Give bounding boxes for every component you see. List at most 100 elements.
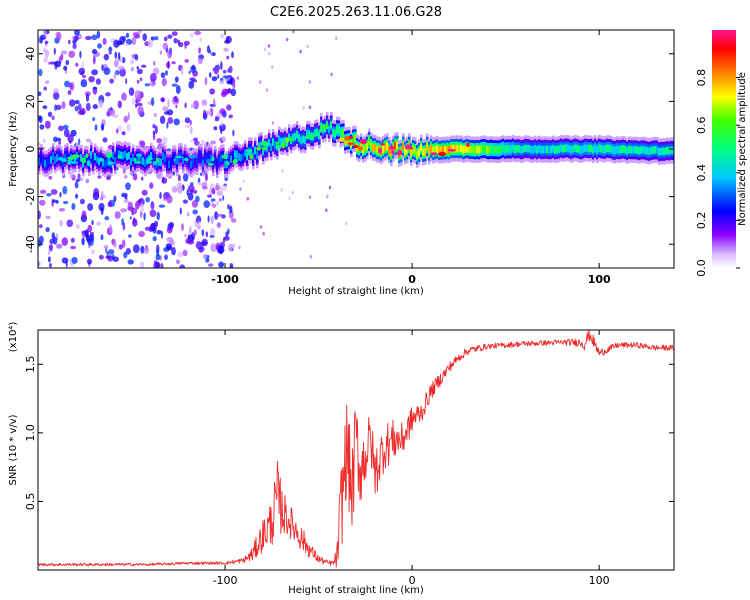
noise-speckle: [164, 254, 168, 260]
ridge-cell: [106, 158, 109, 167]
ridge-cell: [172, 154, 175, 163]
ridge-cell: [244, 149, 247, 157]
ridge-cell: [302, 135, 305, 144]
noise-speckle: [192, 190, 198, 194]
noise-speckle: [158, 204, 166, 208]
ridge-cell: [162, 152, 165, 160]
ridge-cell: [588, 144, 591, 153]
noise-speckle: [167, 49, 173, 59]
noise-speckle: [171, 83, 178, 87]
noise-speckle: [129, 59, 135, 65]
ridge-cell: [652, 146, 655, 154]
noise-speckle: [40, 189, 47, 194]
noise-speckle: [53, 88, 59, 93]
noise-speckle: [140, 245, 145, 254]
noise-speckle: [44, 30, 47, 37]
noise-speckle: [107, 254, 113, 262]
noise-speckle: [95, 78, 101, 85]
noise-speckle: [167, 117, 174, 124]
ridge-cell: [254, 146, 257, 155]
noise-speckle: [75, 62, 79, 67]
noise-speckle: [140, 176, 144, 181]
noise-speckle: [176, 182, 182, 190]
ridge-cell: [164, 154, 167, 163]
ridge-cell: [330, 121, 333, 129]
noise-speckle: [150, 73, 157, 82]
noise-speckle: [209, 186, 212, 196]
noise-speckle: [90, 249, 95, 255]
noise-speckle: [195, 195, 200, 203]
ridge-cell: [56, 154, 59, 162]
noise-speckle: [302, 106, 305, 110]
noise-speckle: [55, 104, 62, 111]
noise-speckle: [209, 140, 217, 145]
ridge-cell: [636, 146, 639, 154]
noise-speckle: [137, 199, 142, 203]
noise-speckle: [113, 241, 117, 248]
noise-speckle: [108, 46, 113, 53]
ridge-cell: [114, 157, 117, 165]
noise-speckle: [232, 129, 235, 137]
ridge-cell: [402, 142, 405, 150]
ridge-cell: [228, 157, 231, 165]
noise-speckle: [259, 80, 262, 84]
noise-speckle: [163, 195, 167, 202]
y-tick-label: 0: [24, 146, 37, 153]
ridge-cell: [50, 156, 53, 164]
noise-speckle: [38, 261, 41, 267]
ridge-cell: [396, 141, 399, 150]
noise-speckle: [78, 138, 81, 146]
ridge-cell: [48, 157, 51, 166]
noise-speckle: [44, 40, 49, 45]
ridge-blob: [391, 150, 395, 155]
noise-speckle: [62, 186, 68, 195]
colorbar-tick-label: 0.2: [695, 212, 708, 230]
noise-speckle: [74, 105, 79, 112]
noise-speckle: [113, 195, 117, 203]
x-tick-label: 0: [408, 273, 416, 286]
noise-speckle: [38, 115, 43, 124]
ridge-cell: [130, 157, 133, 166]
noise-speckle: [150, 222, 156, 232]
noise-speckle: [308, 105, 311, 110]
noise-speckle: [72, 43, 77, 50]
ridge-blob: [67, 159, 72, 166]
ridge-cell: [280, 137, 283, 146]
ridge-cell: [620, 145, 623, 154]
noise-speckle: [197, 57, 203, 64]
ridge-cell: [658, 148, 661, 156]
noise-speckle: [123, 199, 129, 204]
noise-speckle: [44, 120, 51, 129]
noise-speckle: [67, 90, 72, 95]
noise-speckle: [223, 47, 229, 52]
ridge-cell: [92, 157, 95, 166]
ridge-blob: [262, 146, 267, 150]
noise-speckle: [81, 61, 84, 70]
noise-speckle: [66, 219, 74, 228]
ridge-blob: [344, 136, 350, 141]
noise-speckle: [222, 75, 230, 79]
ridge-cell: [560, 144, 563, 152]
ridge-blob: [174, 155, 183, 159]
ridge-cell: [500, 145, 503, 153]
noise-speckle: [38, 142, 41, 146]
noise-speckle: [187, 192, 194, 201]
noise-speckle: [121, 239, 126, 248]
noise-speckle: [38, 224, 43, 229]
noise-speckle: [222, 195, 225, 201]
noise-speckle: [75, 224, 80, 229]
noise-speckle: [185, 238, 191, 244]
noise-speckle: [61, 237, 68, 246]
noise-speckle: [230, 88, 237, 97]
noise-speckle: [210, 243, 218, 253]
ridge-cell: [214, 155, 217, 163]
ridge-cell: [406, 146, 409, 154]
ridge-cell: [564, 144, 567, 152]
ridge-cell: [308, 130, 311, 138]
noise-speckle: [48, 256, 51, 263]
ridge-cell: [62, 159, 65, 168]
noise-speckle: [226, 55, 230, 60]
colorbar-ticks: 0.0 0.2 0.4 0.6 0.8: [695, 69, 740, 277]
noise-speckle: [202, 254, 208, 260]
noise-speckle: [97, 175, 102, 179]
